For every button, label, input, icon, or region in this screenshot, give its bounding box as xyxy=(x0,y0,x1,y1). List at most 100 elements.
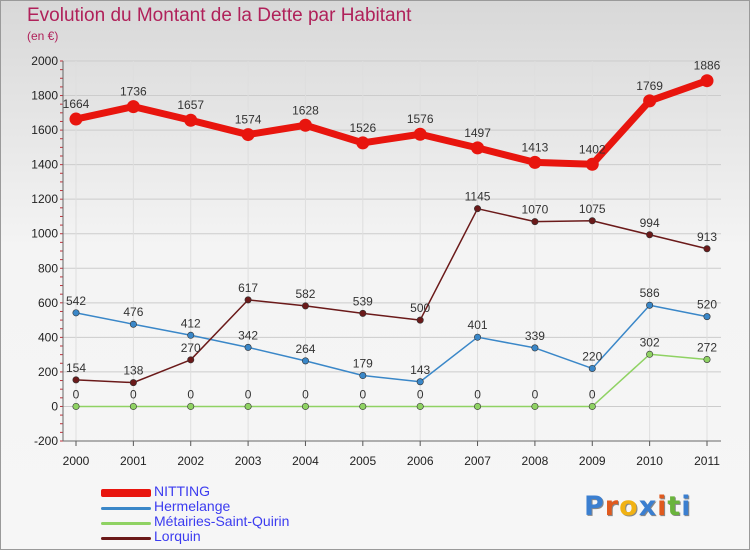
data-label-hermelange: 401 xyxy=(468,318,488,332)
legend-swatch xyxy=(101,489,151,497)
grid-lines xyxy=(63,60,721,442)
axes: -200020040060080010001200140016001800200… xyxy=(31,54,721,468)
data-point-metairies-saint-quirin xyxy=(531,402,539,410)
data-point-metairies-saint-quirin xyxy=(129,402,137,410)
x-tick-label: 2010 xyxy=(636,454,663,468)
data-point-hermelange xyxy=(703,313,711,321)
data-label-lorquin: 138 xyxy=(123,364,143,378)
data-label-metairies-saint-quirin: 0 xyxy=(532,387,539,401)
data-label-nitting: 1574 xyxy=(235,113,262,127)
data-label-lorquin: 617 xyxy=(238,281,258,295)
data-point-lorquin xyxy=(359,309,367,317)
data-point-hermelange xyxy=(301,357,309,365)
data-label-nitting: 1769 xyxy=(636,79,663,93)
data-point-lorquin xyxy=(531,218,539,226)
data-label-lorquin: 913 xyxy=(697,230,717,244)
data-label-nitting: 1736 xyxy=(120,85,147,99)
x-tick-label: 2011 xyxy=(694,454,720,468)
data-label-metairies-saint-quirin: 0 xyxy=(359,387,366,401)
data-label-nitting: 1526 xyxy=(349,121,376,135)
data-point-hermelange xyxy=(416,378,424,386)
data-point-hermelange xyxy=(474,333,482,341)
y-tick-label: 1200 xyxy=(31,192,58,206)
data-point-lorquin xyxy=(244,296,252,304)
data-label-hermelange: 220 xyxy=(582,349,602,363)
y-tick-label: 1600 xyxy=(31,123,58,137)
data-label-metairies-saint-quirin: 0 xyxy=(187,387,194,401)
x-tick-label: 2004 xyxy=(292,454,319,468)
data-label-hermelange: 264 xyxy=(295,342,315,356)
data-label-metairies-saint-quirin: 272 xyxy=(697,340,717,354)
logo-letter: t xyxy=(667,491,682,522)
data-label-lorquin: 539 xyxy=(353,294,373,308)
data-labels: 542 476 412 342 264 179 143 401 339 220 586 520 0 0 0 0… xyxy=(63,59,721,402)
data-point-lorquin xyxy=(474,205,482,213)
data-label-metairies-saint-quirin: 0 xyxy=(302,387,309,401)
data-label-metairies-saint-quirin: 0 xyxy=(474,387,481,401)
data-label-hermelange: 342 xyxy=(238,328,258,342)
x-tick-label: 2003 xyxy=(235,454,262,468)
data-label-hermelange: 520 xyxy=(697,298,717,312)
data-label-hermelange: 476 xyxy=(123,305,143,319)
y-tick-label: 2000 xyxy=(31,54,58,68)
logo-letter: P xyxy=(584,491,605,522)
data-point-metairies-saint-quirin xyxy=(474,402,482,410)
legend-label: Lorquin xyxy=(154,528,201,544)
data-point-hermelange xyxy=(646,301,654,309)
data-point-nitting xyxy=(471,141,485,155)
series-line-lorquin xyxy=(75,207,708,384)
data-label-hermelange: 143 xyxy=(410,363,430,377)
chart-title: Evolution du Montant de la Dette par Hab… xyxy=(27,5,412,26)
logo-letter: r xyxy=(604,491,620,522)
data-point-hermelange xyxy=(244,343,252,351)
data-label-metairies-saint-quirin: 0 xyxy=(73,387,80,401)
data-label-lorquin: 1075 xyxy=(579,202,606,216)
data-point-nitting xyxy=(585,157,599,171)
logo-letter: x xyxy=(638,491,658,522)
data-label-metairies-saint-quirin: 0 xyxy=(245,387,252,401)
data-label-hermelange: 339 xyxy=(525,329,545,343)
y-tick-label: 400 xyxy=(38,330,58,344)
data-point-metairies-saint-quirin xyxy=(244,402,252,410)
data-point-hermelange xyxy=(359,372,367,380)
data-label-nitting: 1576 xyxy=(407,112,434,126)
data-label-metairies-saint-quirin: 302 xyxy=(640,335,660,349)
logo-letter: i xyxy=(657,491,668,522)
data-point-nitting xyxy=(241,128,255,142)
y-tick-label: 1000 xyxy=(31,227,58,241)
data-point-nitting xyxy=(413,127,427,141)
data-point-nitting xyxy=(528,155,542,169)
data-label-hermelange: 412 xyxy=(181,316,201,330)
data-label-nitting: 1657 xyxy=(177,98,204,112)
data-label-nitting: 1497 xyxy=(464,126,491,140)
legend-swatch xyxy=(101,536,151,540)
series-lines xyxy=(69,74,714,410)
legend-swatch xyxy=(101,521,151,525)
data-label-nitting: 1628 xyxy=(292,103,319,117)
data-point-metairies-saint-quirin xyxy=(703,355,711,363)
x-tick-label: 2008 xyxy=(522,454,549,468)
data-label-metairies-saint-quirin: 0 xyxy=(130,387,137,401)
data-point-nitting xyxy=(69,112,83,126)
series-line-hermelange xyxy=(75,304,708,383)
y-tick-label: -200 xyxy=(34,434,58,448)
data-label-lorquin: 1145 xyxy=(465,190,491,204)
data-point-metairies-saint-quirin xyxy=(72,402,80,410)
data-point-hermelange xyxy=(531,344,539,352)
y-tick-label: 1800 xyxy=(31,89,58,103)
logo-letter: o xyxy=(619,491,639,522)
data-point-lorquin xyxy=(72,376,80,384)
data-point-nitting xyxy=(298,118,312,132)
x-tick-label: 2005 xyxy=(349,454,376,468)
x-tick-label: 2006 xyxy=(407,454,434,468)
data-point-lorquin xyxy=(187,356,195,364)
x-tick-label: 2009 xyxy=(579,454,606,468)
data-label-nitting: 1664 xyxy=(63,97,90,111)
data-point-nitting xyxy=(700,74,714,88)
data-point-hermelange xyxy=(187,331,195,339)
data-point-lorquin xyxy=(416,316,424,324)
data-point-nitting xyxy=(643,94,657,108)
data-point-hermelange xyxy=(129,320,137,328)
legend-label: Hermelange xyxy=(154,498,231,514)
data-point-nitting xyxy=(356,136,370,150)
